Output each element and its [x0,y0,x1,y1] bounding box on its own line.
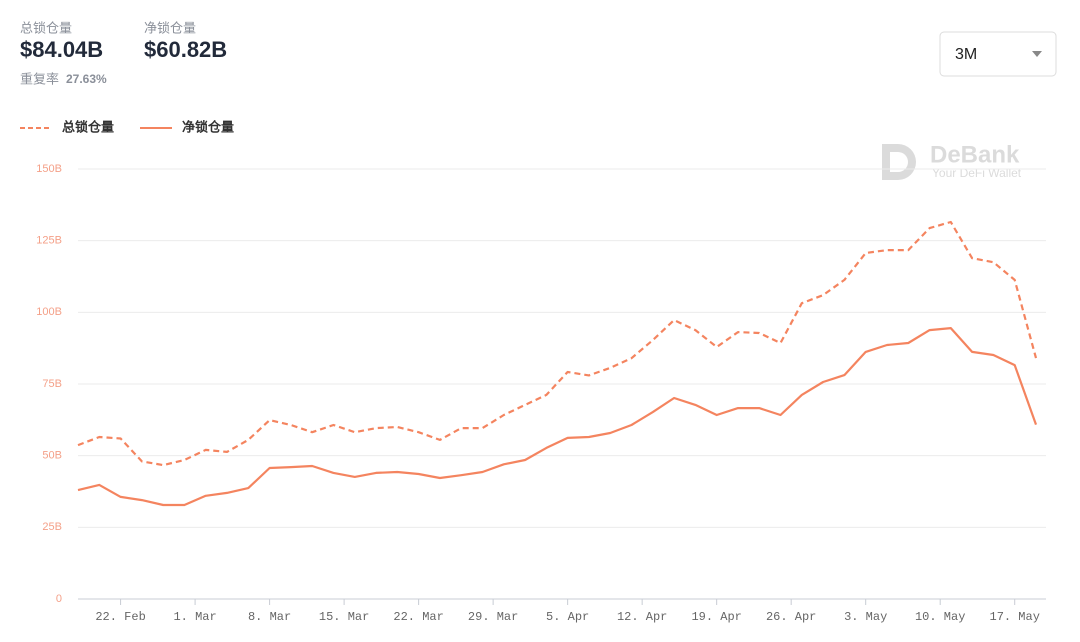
net-label: 净锁仓量 [144,20,196,35]
x-tick-label: 1. Mar [173,610,216,624]
legend-label: 总锁仓量 [62,119,114,134]
dup-label: 重复率 [20,71,59,86]
x-tick-label: 22. Mar [393,610,443,624]
total-label: 总锁仓量 [20,20,72,35]
net-value: $60.82B [144,37,227,62]
x-tick-label: 8. Mar [248,610,291,624]
select-box[interactable] [939,31,1057,77]
x-tick-label: 5. Apr [546,610,589,624]
x-tick-label: 3. May [844,610,887,624]
x-tick-label: 17. May [990,610,1040,624]
x-tick-label: 26. Apr [766,610,816,624]
y-tick-label: 75B [42,378,62,390]
plot [77,220,1038,507]
legend-label: 净锁仓量 [182,119,234,134]
y-tick-label: 150B [36,163,62,175]
legend: 总锁仓量 净锁仓量 [20,119,234,134]
range-select[interactable]: 3M [939,31,1057,77]
series-line [77,327,1038,507]
x-tick-label: 22. Feb [95,610,145,624]
y-tick-label: 125B [36,235,62,247]
x-tick-label: 12. Apr [617,610,667,624]
brand: DeBank [930,141,1020,168]
x-tick-label: 15. Mar [319,610,369,624]
x-tick-label: 19. Apr [691,610,741,624]
y-tick-label: 100B [36,306,62,318]
logo [882,144,916,180]
y-tick-label: 50B [42,450,62,462]
dup-value: 27.63% [66,72,107,86]
x-tick-label: 29. Mar [468,610,518,624]
y-tick-label: 25B [42,521,62,533]
select-text[interactable]: 3M [955,46,977,63]
y-tick-label: 0 [56,593,62,605]
caret[interactable] [1032,51,1042,57]
total-value: $84.04B [20,37,103,62]
tagline: Your DeFi Wallet [932,166,1022,180]
watermark: DeBank Your DeFi Wallet [882,141,1022,180]
x-tick-label: 10. May [915,610,965,624]
grid: 0 25B 50B 75B 100B 125B 150B 22. Feb 1. Mar 8. Ma… [36,163,1046,624]
